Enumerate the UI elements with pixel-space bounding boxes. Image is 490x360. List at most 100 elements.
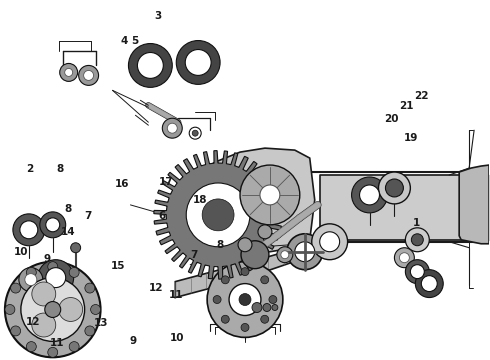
Circle shape xyxy=(378,172,410,204)
Circle shape xyxy=(240,165,300,225)
Text: 10: 10 xyxy=(170,333,184,343)
Circle shape xyxy=(269,296,277,303)
Circle shape xyxy=(213,296,221,303)
Circle shape xyxy=(162,118,182,138)
Text: 4: 4 xyxy=(121,36,128,46)
Text: 7: 7 xyxy=(84,211,92,221)
Circle shape xyxy=(238,238,252,252)
Polygon shape xyxy=(175,245,315,298)
Circle shape xyxy=(60,63,77,81)
Circle shape xyxy=(258,225,272,239)
Circle shape xyxy=(312,224,347,260)
Text: 10: 10 xyxy=(14,247,29,257)
Circle shape xyxy=(319,232,340,252)
Text: 12: 12 xyxy=(149,283,163,293)
Text: 21: 21 xyxy=(399,102,414,112)
Circle shape xyxy=(69,342,79,352)
Circle shape xyxy=(241,323,249,332)
Circle shape xyxy=(192,130,198,136)
Text: 3: 3 xyxy=(154,11,162,21)
Circle shape xyxy=(46,218,60,232)
Circle shape xyxy=(69,267,79,278)
Text: 11: 11 xyxy=(169,290,183,300)
Circle shape xyxy=(277,247,293,263)
Circle shape xyxy=(26,267,36,278)
Text: 6: 6 xyxy=(158,211,166,221)
Text: 8: 8 xyxy=(216,239,223,249)
Text: 20: 20 xyxy=(384,114,399,124)
Circle shape xyxy=(360,185,379,205)
Circle shape xyxy=(272,305,278,310)
Circle shape xyxy=(85,283,95,293)
Circle shape xyxy=(48,262,58,272)
Text: 8: 8 xyxy=(65,204,72,214)
Circle shape xyxy=(394,248,415,268)
Polygon shape xyxy=(154,150,282,279)
Text: 22: 22 xyxy=(415,91,429,101)
Circle shape xyxy=(5,305,15,315)
Circle shape xyxy=(186,183,250,247)
Circle shape xyxy=(221,315,229,323)
Circle shape xyxy=(85,326,95,336)
Circle shape xyxy=(260,185,280,205)
Circle shape xyxy=(412,234,423,246)
Text: 16: 16 xyxy=(115,179,129,189)
Circle shape xyxy=(25,274,37,285)
Text: 1: 1 xyxy=(413,218,420,228)
Circle shape xyxy=(281,251,289,259)
Circle shape xyxy=(91,305,100,315)
Circle shape xyxy=(176,41,220,84)
Circle shape xyxy=(48,347,58,357)
Circle shape xyxy=(287,234,323,270)
Circle shape xyxy=(26,342,36,352)
Circle shape xyxy=(416,270,443,298)
Circle shape xyxy=(21,278,85,341)
Circle shape xyxy=(352,177,388,213)
Circle shape xyxy=(185,50,211,75)
Circle shape xyxy=(239,293,251,306)
Circle shape xyxy=(65,68,73,76)
Text: 11: 11 xyxy=(50,338,64,348)
Circle shape xyxy=(421,276,437,292)
Text: 12: 12 xyxy=(25,317,40,327)
Circle shape xyxy=(207,262,283,337)
Circle shape xyxy=(38,260,74,296)
Circle shape xyxy=(45,302,61,318)
Text: 5: 5 xyxy=(131,36,139,46)
Circle shape xyxy=(386,179,403,197)
Text: 15: 15 xyxy=(111,261,125,271)
Circle shape xyxy=(32,282,56,306)
Text: 13: 13 xyxy=(94,319,108,328)
Circle shape xyxy=(405,228,429,252)
Circle shape xyxy=(410,265,424,279)
Circle shape xyxy=(11,326,21,336)
Circle shape xyxy=(405,260,429,284)
Circle shape xyxy=(5,262,100,357)
Circle shape xyxy=(13,214,45,246)
Circle shape xyxy=(261,276,269,284)
Circle shape xyxy=(202,199,234,231)
Circle shape xyxy=(189,127,201,139)
Text: 2: 2 xyxy=(26,164,34,174)
Circle shape xyxy=(221,276,229,284)
Circle shape xyxy=(46,268,66,288)
Circle shape xyxy=(19,268,43,292)
Text: 18: 18 xyxy=(193,195,207,205)
Circle shape xyxy=(241,241,269,269)
Circle shape xyxy=(295,242,315,262)
Text: 19: 19 xyxy=(404,133,418,143)
Circle shape xyxy=(229,284,261,315)
Circle shape xyxy=(59,298,83,321)
Text: 9: 9 xyxy=(129,336,136,346)
Circle shape xyxy=(78,66,98,85)
Text: 8: 8 xyxy=(56,164,63,174)
Text: 7: 7 xyxy=(190,250,197,260)
Circle shape xyxy=(71,243,81,253)
Circle shape xyxy=(40,212,66,238)
Circle shape xyxy=(252,302,262,312)
Text: 17: 17 xyxy=(159,177,173,187)
Circle shape xyxy=(20,221,38,239)
Circle shape xyxy=(137,53,163,78)
Circle shape xyxy=(167,123,177,133)
Circle shape xyxy=(241,268,249,276)
